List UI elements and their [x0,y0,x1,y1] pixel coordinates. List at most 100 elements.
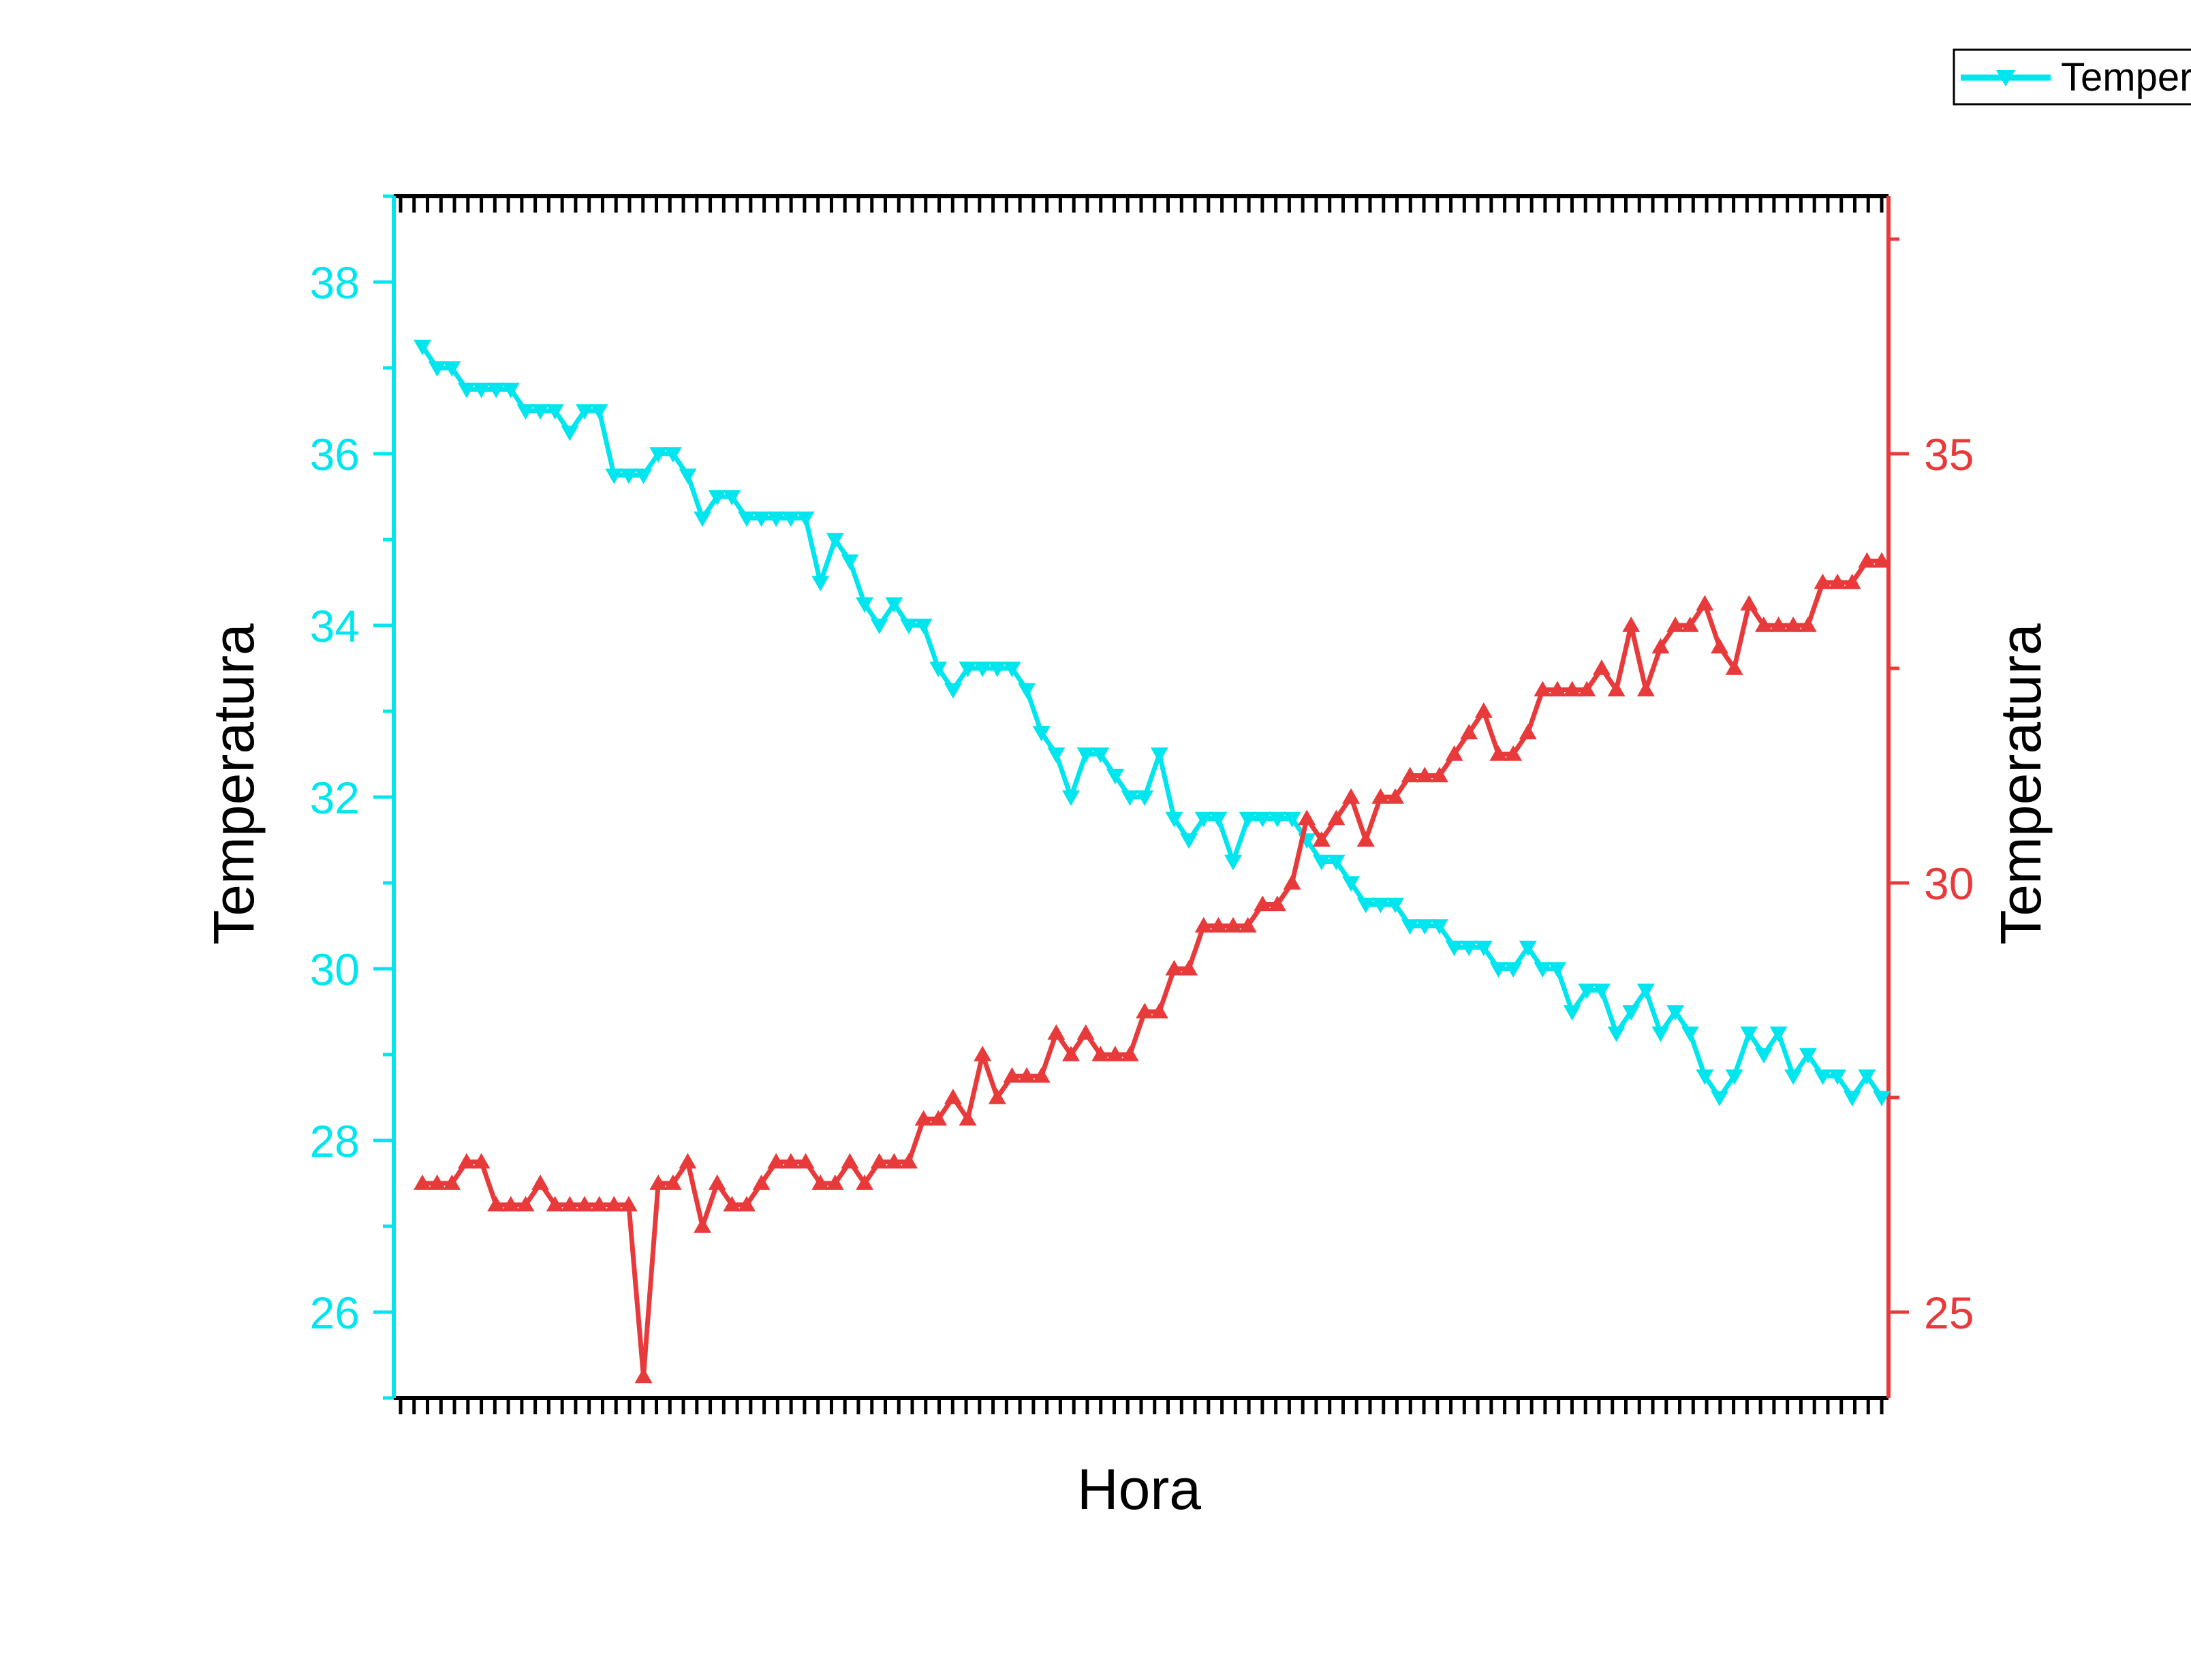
series-right-point [443,1175,461,1190]
series-right-point [1696,595,1714,611]
series-right-point [708,1175,726,1190]
left-y-axis: 26 28 30 32 34 36 38 [310,194,394,1400]
series-left-point [1489,962,1508,978]
series-right-point [1121,1046,1139,1061]
series-left-point [1401,919,1419,935]
series-left-point [841,554,859,570]
series-left-point [1873,1091,1891,1106]
series-right-point [1474,702,1493,718]
left-tick-label: 28 [310,1116,360,1166]
series-right-point [428,1175,446,1190]
series-right-point [1651,638,1670,654]
legend-label: Temper [2061,55,2191,99]
series-right-point [1784,617,1803,632]
series-left-point [1504,962,1523,978]
series-left-point [723,490,741,505]
series-left-point [1416,919,1434,935]
series-right-point [1666,617,1685,632]
series-right-point [752,1175,771,1190]
series-left-point [531,404,550,420]
left-tick-label: 38 [310,258,360,308]
series-left-point [1460,940,1478,956]
series-right-point [856,1175,874,1190]
series-left-point [974,662,992,677]
series-left-point [929,662,948,677]
series-left-point [1194,811,1213,828]
series-left-point [1445,940,1463,956]
series-left-point [1032,726,1051,742]
series-left-point [428,361,446,377]
series-right-point [900,1153,918,1169]
series-left-point [634,468,653,484]
series-left-point [1268,811,1286,828]
series-right-point [561,1196,579,1212]
series-left-point [1651,1026,1670,1042]
series-right-point [738,1196,756,1212]
series-left-point [1769,1026,1788,1042]
series-right-point [634,1367,653,1384]
series-right-point [1150,1003,1168,1018]
x-axis-label: Hora [1077,1457,1201,1521]
right-y-axis-label: Temperatura [1989,623,2053,945]
series-right-point [1136,1003,1154,1018]
series-left-point [1799,1048,1817,1063]
series-left-point [1076,747,1095,763]
series-left-point [414,339,431,356]
series-right-point [1371,788,1390,804]
series-left-point [1121,790,1139,806]
series-right-point [1636,681,1655,697]
series-left-point [1091,747,1110,763]
series-right-point [1814,574,1832,589]
series-right-point [1829,574,1847,589]
series-right-point [1725,659,1743,675]
series-right-point [1180,960,1198,976]
series-right-point [959,1110,977,1126]
series-left-point [457,382,476,399]
series-left-point [1725,1069,1743,1085]
series-right-point [457,1153,476,1169]
series-right-point [1356,831,1375,847]
series-right-point [649,1175,668,1190]
series-right-point [1549,681,1566,697]
series-left-point [1254,811,1272,828]
series-right-point [1268,895,1286,912]
series-left-point [1371,897,1390,914]
series-right-point [1622,617,1641,632]
series-right-point [694,1217,712,1233]
series-right-point [605,1196,623,1212]
series-right-point [1740,595,1758,611]
series-right-point [516,1196,535,1212]
series-right-point [1047,1024,1066,1040]
series-right-point [781,1153,800,1169]
series-right-point [1858,552,1876,568]
series-left-point [1062,790,1080,806]
series-left-point [576,404,593,420]
series-right-point [1592,659,1611,675]
series-left-point [1814,1069,1832,1085]
series-right-point [1873,552,1891,568]
series-right-point [1239,917,1257,933]
series-right-point [1843,574,1861,589]
series-left-point [1136,790,1154,806]
series-right-point [1209,917,1228,933]
series-left-point [1003,662,1021,677]
legend-marker-swatch [1996,70,2015,87]
series-left-point [738,511,756,527]
series-right-point [1062,1046,1080,1061]
series-left-point [649,447,668,463]
series-left-point [1047,747,1066,763]
series-right-point [1018,1067,1036,1083]
series-left-point [694,511,712,527]
right-tick-label: 35 [1924,429,1974,480]
series-left-point [1622,1005,1641,1021]
series-left-point [1636,983,1655,999]
series-left-point [561,425,579,441]
series-right-point [1327,809,1346,826]
series-right-point [767,1153,786,1169]
series-right-point [1519,724,1537,740]
series-right-point [590,1196,608,1212]
series-left-point [1681,1026,1699,1042]
right-y-axis: 25 30 35 [1889,237,1974,1338]
